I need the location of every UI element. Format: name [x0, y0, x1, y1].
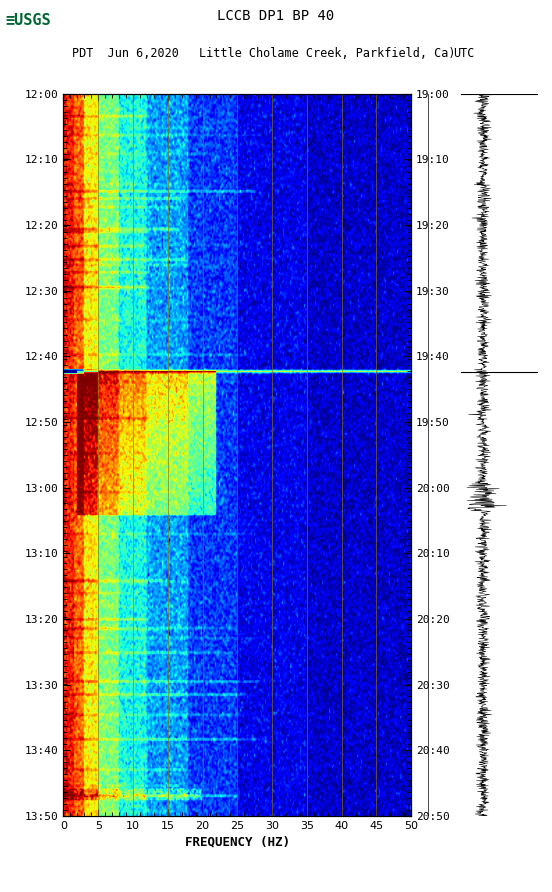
Text: PDT  Jun 6,2020: PDT Jun 6,2020 — [72, 46, 179, 60]
Text: LCCB DP1 BP 40: LCCB DP1 BP 40 — [217, 9, 335, 23]
Text: UTC: UTC — [453, 46, 474, 60]
Text: ≡USGS: ≡USGS — [6, 13, 51, 29]
X-axis label: FREQUENCY (HZ): FREQUENCY (HZ) — [185, 835, 290, 848]
Text: Little Cholame Creek, Parkfield, Ca): Little Cholame Creek, Parkfield, Ca) — [199, 46, 455, 60]
